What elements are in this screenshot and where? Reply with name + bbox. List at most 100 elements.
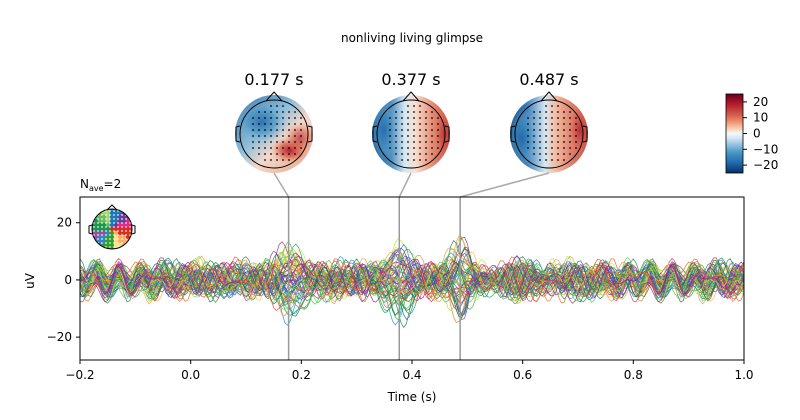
sensor-color-dot [97,246,103,249]
sensor-dot [389,135,391,137]
sensor-dot [551,147,553,149]
sensor-dot [557,123,559,125]
sensor-dot [282,141,284,143]
sensor-color-dot [109,230,115,236]
sensor-dot [527,147,529,149]
x-tick-label: 0.8 [624,368,643,382]
sensor-dot [419,159,421,161]
sensor-dot [300,117,302,119]
sensor-color-dot [113,242,119,248]
y-tick-label: −20 [47,330,72,344]
sensor-dot [419,123,421,125]
sensor-dot [557,105,559,107]
sensor-dot [288,141,290,143]
sensor-color-dot [113,234,119,240]
sensor-color-dot [125,234,131,240]
sensor-dot [270,123,272,125]
topomap-1-head-outline [239,99,309,169]
sensor-dot [569,117,571,119]
topomap-connectors [273,172,550,198]
sensor-dot [419,153,421,155]
sensor-dot [407,135,409,137]
topomap-3-head-outline [514,99,584,169]
sensor-dot [288,135,290,137]
sensor-color-dot [113,218,119,224]
topomap-2-sensors [389,105,439,161]
sensor-color-dot [105,226,111,232]
sensor-color-dot [129,246,132,249]
sensor-dot [533,111,535,113]
sensor-dot [270,117,272,119]
connector-line [398,172,412,198]
topomap-1: 0.177 s [235,70,313,173]
sensor-dot [282,105,284,107]
sensor-dot [431,129,433,131]
sensor-dot [258,111,260,113]
sensor-color-dot [101,234,107,240]
topomap-1-sensors [252,105,302,161]
sensor-dot [389,147,391,149]
sensor-dot [270,111,272,113]
sensor-color-dot [117,222,123,228]
sensor-dot [294,129,296,131]
sensor-dot [264,141,266,143]
sensor-color-dot [113,222,119,228]
sensor-dot [395,129,397,131]
sensor-color-dot [109,246,115,249]
sensor-dot [288,123,290,125]
sensor-dot [575,141,577,143]
sensor-dot [401,141,403,143]
sensor-dot [431,117,433,119]
sensor-dot [533,123,535,125]
sensor-dot [563,117,565,119]
sensor-color-dot [93,234,99,240]
sensor-color-dot [97,238,103,244]
channel-trace [80,247,744,298]
sensor-color-dot [129,210,132,216]
sensor-dot [563,147,565,149]
sensor-dot [395,135,397,137]
topomap-2-head-outline [376,99,446,169]
sensor-color-dot [117,234,123,240]
sensor-dot [545,153,547,155]
sensor-dot [282,159,284,161]
sensor-dot [569,147,571,149]
sensor-dot [437,141,439,143]
sensor-dot [539,153,541,155]
channel-trace [80,247,744,317]
sensor-location-inset [88,204,136,250]
x-tick-label: 0.0 [181,368,200,382]
sensor-dot [270,129,272,131]
sensor-dot [563,129,565,131]
sensor-color-dot [121,230,127,236]
sensor-dot [276,147,278,149]
sensor-dot [294,111,296,113]
sensor-dot [294,123,296,125]
sensor-color-dot [129,209,132,212]
sensor-color-dot [92,246,95,249]
sensor-color-dot [117,230,123,236]
sensor-dot [395,111,397,113]
sensor-dot [419,105,421,107]
sensor-dot [557,135,559,137]
sensor-color-dot [129,242,132,248]
sensor-dot [575,147,577,149]
sensor-color-dot [93,222,99,228]
sensor-dot [395,117,397,119]
sensor-dot [276,105,278,107]
sensor-dot [545,117,547,119]
sensor-dot [407,141,409,143]
sensor-dot [258,135,260,137]
figure-title: nonliving living glimpse [341,31,483,45]
sensor-dot [270,105,272,107]
sensor-color-dot [93,226,99,232]
sensor-dot [551,117,553,119]
sensor-dot [270,141,272,143]
sensor-dot [557,153,559,155]
sensor-color-dot [101,242,107,248]
sensor-dot [401,117,403,119]
colorbar: 20 10 0−10 −20 [725,93,778,174]
sensor-dot [252,117,254,119]
channel-trace [80,248,744,301]
